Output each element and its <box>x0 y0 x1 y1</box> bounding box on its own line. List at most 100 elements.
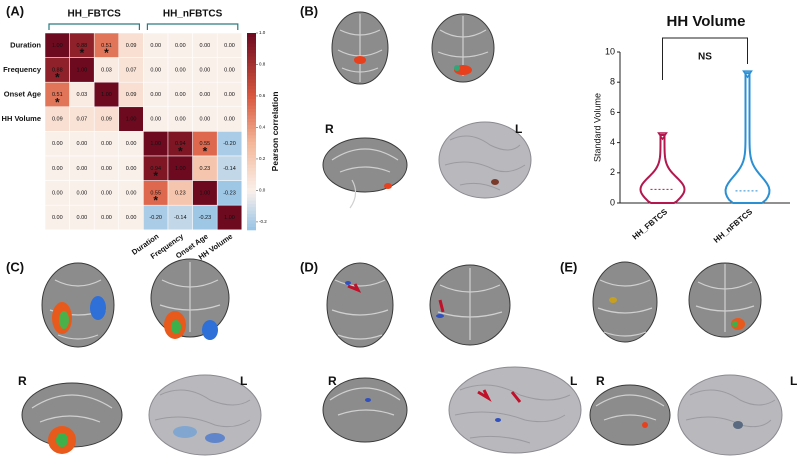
panel-label: (B) <box>300 3 318 18</box>
heatmap-cell <box>44 106 70 132</box>
colorbar-step <box>247 164 256 168</box>
cell-label: 0.00 <box>101 166 112 172</box>
y-tick-label: 10 <box>605 46 615 56</box>
heatmap-cell <box>44 131 70 157</box>
cell-label: 0.00 <box>77 141 88 147</box>
cell-label: 0.00 <box>52 215 63 221</box>
heatmap-cell <box>216 106 243 132</box>
heatmap-cell <box>167 155 193 181</box>
side-label: R <box>325 122 334 136</box>
cell-label: 0.00 <box>126 190 137 196</box>
cell-label: 0.00 <box>224 92 235 98</box>
cell-label: 0.51 <box>101 43 112 49</box>
significance-star: * <box>178 144 183 158</box>
heatmap-cell <box>93 57 120 83</box>
colorbar-tick-label: -0.2 <box>259 219 267 224</box>
cell-label: 0.00 <box>224 117 235 123</box>
heatmap-cell <box>192 32 218 58</box>
colorbar-step <box>247 157 256 162</box>
heatmap-cell <box>216 32 243 58</box>
colorbar-step <box>247 197 256 201</box>
colorbar-tick-label: 0.0 <box>259 188 266 193</box>
group-bracket <box>48 23 140 30</box>
heatmap-cell <box>216 57 243 83</box>
cell-label: 0.00 <box>175 43 186 49</box>
side-label: L <box>240 374 247 388</box>
y-tick-label: 0 <box>610 197 615 207</box>
colorbar-step <box>247 118 256 123</box>
heatmap-cell <box>93 81 120 108</box>
heatmap-cell <box>143 155 169 181</box>
colorbar-step <box>247 174 256 178</box>
colorbar-step <box>247 128 256 132</box>
heatmap-cell <box>69 204 95 231</box>
cell-label: 0.09 <box>126 92 137 98</box>
colorbar-step <box>247 101 256 106</box>
colorbar-step <box>247 183 256 188</box>
colorbar-step <box>247 88 256 93</box>
heatmap-cell <box>93 204 120 231</box>
ns-bracket <box>662 37 748 80</box>
colorbar-step <box>247 167 256 172</box>
colorbar-step <box>247 75 256 80</box>
cell-label: 0.00 <box>150 92 161 98</box>
heatmap-cell <box>167 32 193 58</box>
colorbar-step <box>247 193 256 198</box>
panel-label: (C) <box>6 259 24 274</box>
heatmap-cell <box>93 32 120 58</box>
cell-label: 1.00 <box>77 67 88 73</box>
violin <box>724 72 771 204</box>
colorbar-step <box>247 216 256 221</box>
heatmap-cell <box>167 204 193 231</box>
colorbar-step <box>247 55 256 60</box>
cell-label: 0.88 <box>52 67 63 73</box>
cell-label: 0.00 <box>101 190 112 196</box>
cell-label: 0.00 <box>77 215 88 221</box>
cell-label: 0.09 <box>52 117 63 123</box>
cell-label: 0.00 <box>101 141 112 147</box>
row-label: Duration <box>10 40 41 49</box>
heatmap-cell <box>143 57 169 83</box>
side-label: R <box>18 374 27 388</box>
max-marker <box>657 132 668 141</box>
colorbar-step <box>247 69 256 73</box>
cell-label: 0.07 <box>126 67 137 73</box>
cell-label: 0.94 <box>150 166 161 172</box>
brain-images-e <box>589 261 783 456</box>
cell-label: -0.20 <box>223 141 236 147</box>
cell-label: -0.14 <box>223 166 236 172</box>
y-axis-label: Standard Volume <box>592 93 602 162</box>
cell-label: 0.00 <box>224 43 235 49</box>
heatmap-cell <box>69 57 95 83</box>
cell-label: 0.09 <box>126 43 137 49</box>
cell-label: 0.00 <box>126 166 137 172</box>
colorbar-tick-label: 0.6 <box>259 93 266 98</box>
cell-label: 0.00 <box>224 67 235 73</box>
cell-label: 0.07 <box>77 117 88 123</box>
cell-label: 0.00 <box>126 141 137 147</box>
panel-label: (D) <box>300 259 318 274</box>
colorbar-step <box>247 203 256 208</box>
colorbar-step <box>247 154 256 159</box>
cell-label: 0.03 <box>101 67 112 73</box>
cell-label: 0.94 <box>175 141 186 147</box>
colorbar-step <box>247 72 256 77</box>
heatmap-cell <box>44 81 70 108</box>
group-label: HH_FBTCS <box>68 9 122 20</box>
colorbar-tick-label: 0.2 <box>259 156 266 161</box>
colorbar-step <box>247 134 256 139</box>
y-tick-label: 6 <box>610 107 615 117</box>
heatmap-cell <box>143 180 169 206</box>
cell-label: 0.00 <box>175 92 186 98</box>
colorbar-step <box>247 137 256 142</box>
heatmap-cell <box>143 204 169 231</box>
colorbar-step <box>247 33 256 37</box>
colorbar-step <box>247 52 256 57</box>
colorbar-step <box>247 98 256 103</box>
group-bracket <box>146 23 239 30</box>
heatmap-cell <box>118 155 144 181</box>
cell-label: 0.00 <box>101 215 112 221</box>
colorbar-step <box>247 206 256 211</box>
colorbar-step <box>247 177 256 182</box>
